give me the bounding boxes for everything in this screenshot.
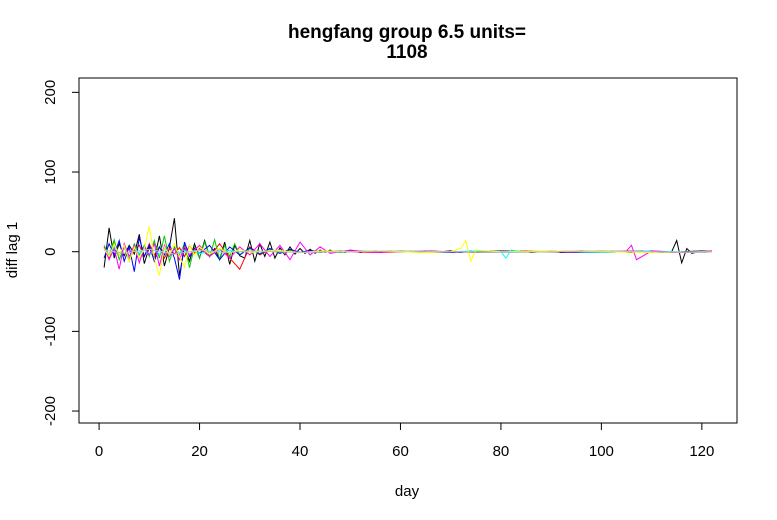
x-tick-label: 40 bbox=[292, 443, 309, 460]
y-axis-label: diff lag 1 bbox=[4, 222, 21, 278]
y-tick-label: -100 bbox=[42, 316, 59, 346]
x-tick-label: 0 bbox=[95, 443, 103, 460]
x-tick-label: 20 bbox=[191, 443, 208, 460]
y-axis: -200 -100 0 100 200 bbox=[42, 80, 80, 426]
series-line-1 bbox=[103, 218, 712, 276]
x-tick-label: 120 bbox=[689, 443, 714, 460]
series-line-4 bbox=[103, 237, 712, 280]
y-tick-label: -200 bbox=[42, 396, 59, 426]
chart-title-line-2: 1108 bbox=[386, 42, 427, 63]
series-layer bbox=[103, 218, 712, 280]
x-tick-label: 80 bbox=[493, 443, 510, 460]
series-line-8 bbox=[104, 248, 712, 255]
y-tick-label: 100 bbox=[42, 159, 59, 184]
y-tick-label: 0 bbox=[42, 248, 59, 256]
y-tick-label: 200 bbox=[42, 80, 59, 105]
series-line-7 bbox=[103, 226, 712, 276]
x-axis: 0 20 40 60 80 100 120 bbox=[95, 422, 714, 460]
x-tick-label: 60 bbox=[392, 443, 409, 460]
x-tick-label: 100 bbox=[589, 443, 614, 460]
x-axis-label: day bbox=[395, 483, 420, 500]
chart-title-line-1: hengfang group 6.5 units= bbox=[288, 22, 526, 43]
